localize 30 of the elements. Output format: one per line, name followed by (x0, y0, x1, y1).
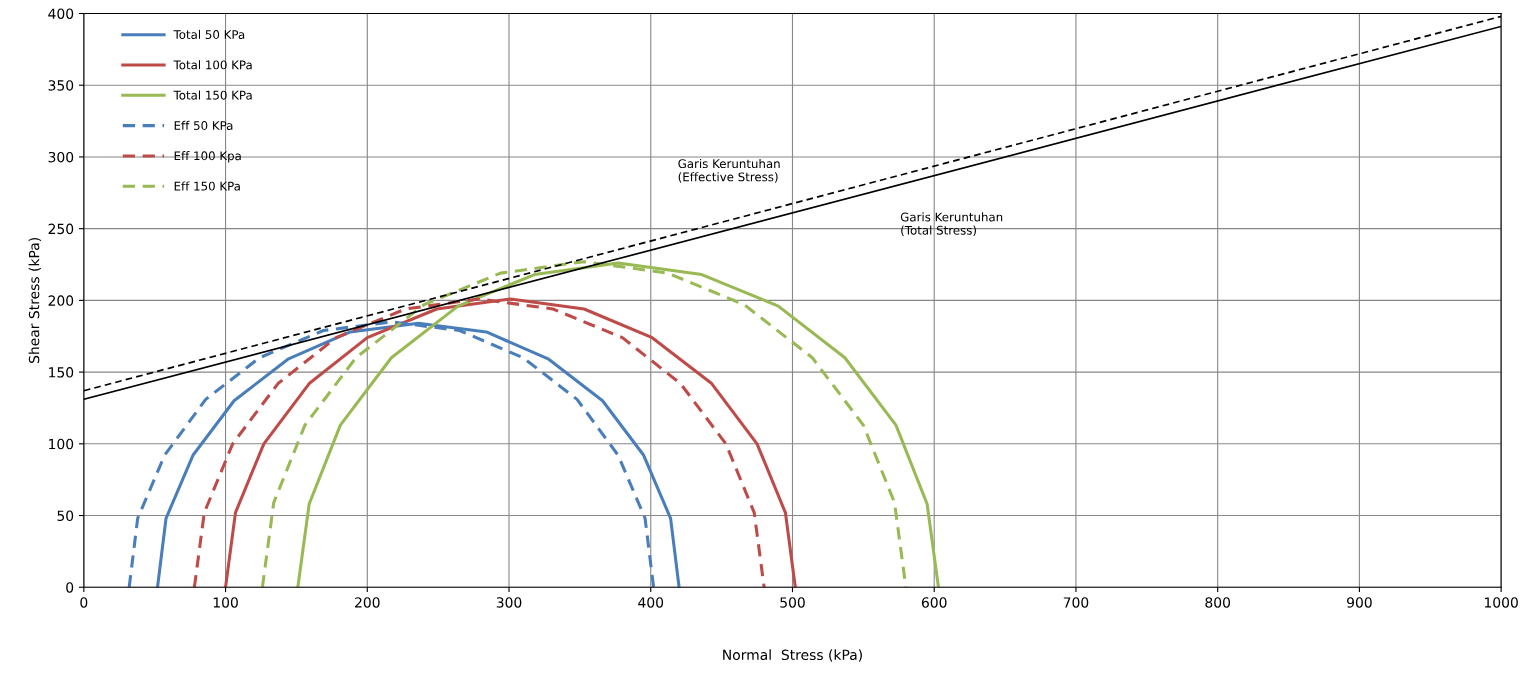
legend-label: Eff 50 KPa (174, 120, 233, 130)
y-axis-title: Shear Stress (kPa) (28, 238, 41, 363)
y-tick-label: 300 (48, 151, 74, 163)
legend-label: Total 100 KPa (173, 60, 252, 70)
x-tick-label: 700 (1063, 597, 1089, 608)
x-tick-label: 900 (1347, 597, 1372, 608)
y-tick-label: 50 (57, 510, 74, 522)
x-tick-label: 1000 (1484, 597, 1518, 608)
x-tick-label: 0 (80, 597, 88, 608)
annotation: Garis Keruntuhan (Total Stress) (900, 212, 1003, 237)
x-tick-label: 500 (780, 597, 805, 608)
x-tick-label: 200 (355, 597, 380, 608)
x-axis-title: Normal Stress (kPa) (723, 649, 862, 662)
x-tick-label: 400 (638, 597, 664, 608)
legend-label: Eff 150 KPa (174, 181, 240, 191)
y-tick-label: 350 (48, 80, 74, 91)
legend-label: Total 150 KPa (173, 90, 252, 100)
y-tick-label: 150 (49, 367, 74, 378)
x-tick-label: 800 (1205, 597, 1231, 608)
legend-label: Eff 100 Kpa (174, 151, 241, 163)
y-tick-label: 100 (49, 438, 74, 450)
annotation: Garis Keruntuhan (Effective Stress) (678, 158, 780, 183)
y-tick-label: 250 (48, 223, 74, 235)
legend-label: Total 50 KPa (173, 29, 245, 39)
x-tick-label: 100 (213, 597, 238, 608)
x-tick-label: 300 (496, 597, 522, 608)
y-tick-label: 200 (48, 295, 74, 306)
y-tick-label: 0 (66, 582, 74, 593)
y-tick-label: 400 (48, 8, 74, 19)
x-tick-label: 600 (921, 597, 947, 608)
